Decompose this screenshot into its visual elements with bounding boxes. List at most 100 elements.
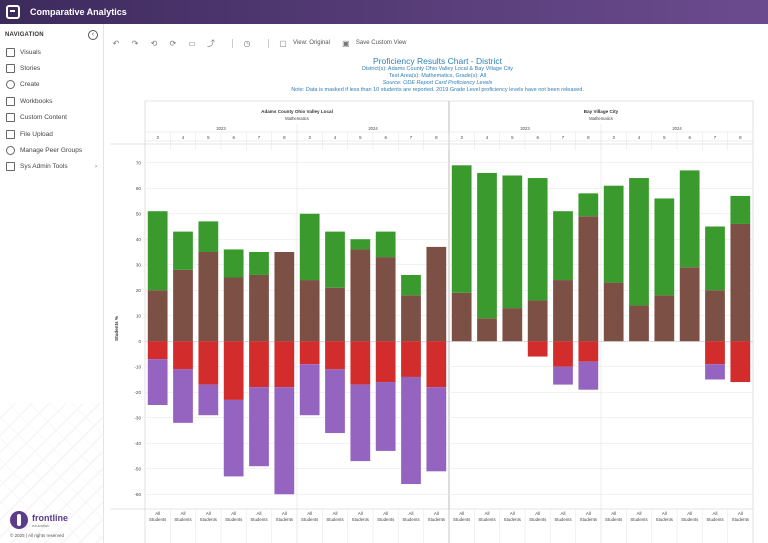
group-label: All [307, 511, 312, 516]
sidebar-item-file-upload[interactable]: File Upload [0, 126, 103, 142]
group-label: All [535, 511, 540, 516]
sidebar-item-label: Sys Admin Tools [20, 163, 68, 171]
y-tick-label: 0 [138, 339, 141, 344]
bar-segment-basic [553, 341, 573, 367]
sidebar-item-label: Stories [20, 65, 41, 73]
frontline-logo-icon [10, 511, 28, 529]
sidebar-item-create[interactable]: Create [0, 77, 103, 93]
bar-segment-proficient [198, 252, 219, 342]
bar-segment-basic [350, 341, 371, 385]
bar-segment-advanced [654, 198, 675, 296]
sidebar-item-label: Workbooks [20, 97, 53, 105]
grade-label: 8 [587, 135, 590, 140]
group-label: Students [301, 517, 319, 522]
bar-segment-basic [527, 341, 548, 357]
bar-segment-proficient [401, 295, 421, 342]
bar-segment-proficient [223, 277, 244, 342]
bar-segment-limited [325, 369, 345, 434]
bar-segment-limited [553, 366, 573, 385]
y-axis-label: Students % [114, 316, 119, 341]
group-label: All [485, 511, 490, 516]
grade-label: 6 [384, 135, 387, 140]
group-label: All [637, 511, 642, 516]
sidebar-item-visuals[interactable]: Visuals [0, 44, 103, 60]
nav-header: NAVIGATION ‹ [0, 24, 103, 44]
group-label: Students [352, 517, 370, 522]
bar-segment-basic [173, 341, 193, 370]
group-label: Students [504, 517, 522, 522]
group-label: All [206, 511, 211, 516]
year-header: 2023 [216, 126, 226, 131]
pause-icon[interactable]: ▭ [188, 38, 196, 48]
y-tick-label: 20 [136, 288, 142, 293]
bar-segment-limited [401, 376, 421, 485]
bar-segment-proficient [147, 290, 168, 342]
bar-segment-limited [223, 399, 244, 477]
sidebar-item-manage-peer-groups[interactable]: Manage Peer Groups [0, 142, 103, 158]
y-tick-label: 50 [136, 211, 142, 216]
save-custom-view-button[interactable]: Save Custom View [355, 40, 407, 46]
bar-segment-limited [249, 387, 269, 467]
bar-segment-proficient [173, 269, 193, 342]
bar-segment-advanced [223, 249, 244, 278]
bar-segment-limited [705, 364, 725, 380]
bar-segment-basic [730, 341, 751, 383]
bar-segment-advanced [578, 193, 599, 217]
bar-segment-basic [299, 341, 320, 365]
group-label: All [662, 511, 667, 516]
sidebar-item-workbooks[interactable]: Workbooks [0, 93, 103, 109]
group-label: Students [580, 517, 598, 522]
sidebar-item-stories[interactable]: Stories [0, 60, 103, 76]
grade-label: 5 [663, 135, 666, 140]
bar-segment-proficient [477, 318, 497, 342]
bar-segment-proficient [325, 287, 345, 342]
sidebar-item-label: Create [20, 81, 40, 89]
grade-label: 4 [182, 135, 185, 140]
sidebar-item-sys-admin-tools[interactable]: Sys Admin Tools › [0, 159, 103, 175]
bar-segment-advanced [401, 274, 421, 296]
view-icon[interactable]: ▢ [279, 38, 287, 48]
chart-subtitle-districts: District(s): Adams County Ohio Valley Lo… [361, 66, 514, 72]
bar-segment-basic [578, 341, 599, 362]
sidebar: NAVIGATION ‹ Visuals Stories Create Workboo… [0, 24, 104, 543]
save-icon[interactable]: ▣ [342, 38, 350, 48]
bar-segment-advanced [299, 213, 320, 281]
collapse-sidebar-icon[interactable]: ‹ [88, 30, 98, 40]
grade-label: 7 [714, 135, 717, 140]
grade-label: 7 [410, 135, 413, 140]
group-label: Students [605, 517, 623, 522]
revert-icon[interactable]: ⟲ [150, 38, 158, 48]
file-upload-icon [6, 129, 15, 139]
bar-segment-proficient [553, 280, 573, 342]
bar-segment-proficient [679, 267, 700, 342]
refresh-icon[interactable]: ⟳ [169, 38, 177, 48]
bar-segment-advanced [527, 178, 548, 301]
view-original-button[interactable]: View: Original [293, 40, 330, 46]
y-tick-label: -60 [134, 492, 141, 497]
bar-segment-basic [401, 341, 421, 377]
bar-segment-proficient [578, 216, 599, 342]
bar-segment-basic [198, 341, 219, 385]
bar-segment-advanced [477, 172, 497, 319]
group-label: Students [630, 517, 648, 522]
bar-segment-advanced [629, 178, 649, 306]
app-logo-icon[interactable] [6, 5, 20, 19]
grade-label: 3 [156, 135, 159, 140]
custom-content-icon [6, 113, 15, 123]
copyright: © 2025 | All rights reserved [10, 533, 65, 538]
bar-segment-limited [198, 384, 219, 416]
clock-icon[interactable]: ◷ [243, 38, 251, 48]
chevron-right-icon[interactable]: › [95, 163, 97, 170]
share-icon[interactable]: ⤴ [207, 38, 215, 48]
group-label: All [358, 511, 363, 516]
group-label: Students [478, 517, 496, 522]
grade-label: 3 [460, 135, 463, 140]
undo-icon[interactable]: ↶ [112, 38, 120, 48]
sidebar-item-label: Custom Content [20, 114, 67, 122]
redo-icon[interactable]: ↷ [131, 38, 139, 48]
sidebar-item-custom-content[interactable]: Custom Content [0, 110, 103, 126]
bar-segment-limited [274, 387, 295, 495]
group-label: All [383, 511, 388, 516]
bar-segment-limited [299, 364, 320, 416]
grade-label: 6 [536, 135, 539, 140]
